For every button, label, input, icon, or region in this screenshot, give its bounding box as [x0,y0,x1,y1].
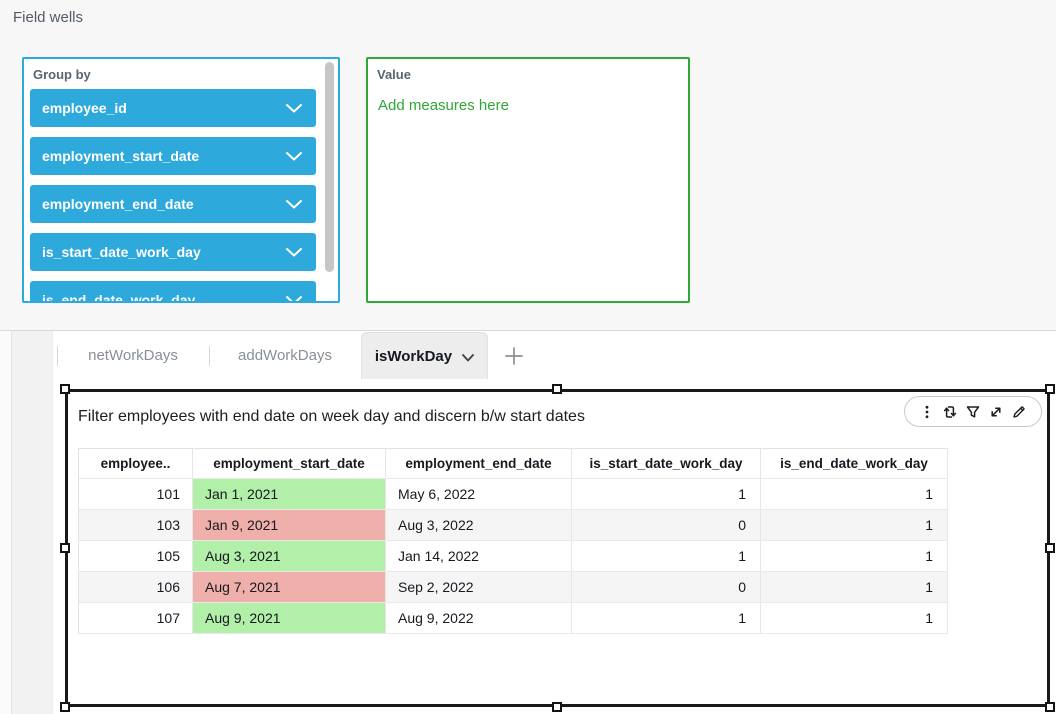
pivot-table: employee.. employment_start_date employmen… [78,448,948,634]
sheet-tabbar: netWorkDays addWorkDays isWorkDay [57,332,488,379]
table-header-row: employee.. employment_start_date employmen… [78,448,948,479]
chevron-down-icon[interactable] [286,295,302,304]
sheet-tab[interactable]: addWorkDays [209,332,361,379]
cell-end-date[interactable]: Aug 9, 2022 [385,602,572,634]
add-tab-wrap [496,332,532,379]
cell-is-end-work-day[interactable]: 1 [760,540,948,572]
field-wells-panel: Field wells Group by employee_id employm… [0,0,1056,330]
scrollbar-thumb[interactable] [325,62,334,272]
add-sheet-button[interactable] [496,332,532,379]
cell-is-end-work-day[interactable]: 1 [760,509,948,541]
cell-employee-id[interactable]: 103 [78,509,193,541]
cell-is-start-work-day[interactable]: 1 [571,540,761,572]
resize-handle-mid-right[interactable] [1045,543,1055,553]
resize-handle-bottom-right[interactable] [1045,702,1055,712]
table-row[interactable]: 101 Jan 1, 2021 May 6, 2022 1 1 [78,478,948,510]
column-header[interactable]: employment_start_date [192,448,386,479]
field-pill[interactable]: is_start_date_work_day [30,233,316,271]
cell-start-date[interactable]: Aug 3, 2021 [192,540,386,572]
cell-start-date[interactable]: Aug 9, 2021 [192,602,386,634]
sheet-tab-label: isWorkDay [374,347,453,365]
cell-is-end-work-day[interactable]: 1 [760,571,948,603]
group-by-well[interactable]: Group by employee_id employment_start_da… [22,57,340,303]
chevron-down-icon[interactable] [286,151,302,161]
cell-is-end-work-day[interactable]: 1 [760,602,948,634]
cell-employee-id[interactable]: 101 [78,478,193,510]
sheet-tab[interactable]: netWorkDays [57,332,209,379]
field-pill-label: employee_id [42,100,127,116]
field-pill-label: employment_end_date [42,196,194,212]
cell-is-start-work-day[interactable]: 1 [571,478,761,510]
field-pill-label: employment_start_date [42,148,200,164]
visual-hover-toolbar [904,396,1042,427]
field-pill[interactable]: employment_end_date [30,185,316,223]
resize-handle-bottom-center[interactable] [552,702,562,712]
cell-start-date[interactable]: Jan 1, 2021 [192,478,386,510]
cell-end-date[interactable]: May 6, 2022 [385,478,572,510]
field-pill[interactable]: employment_start_date [30,137,316,175]
cell-end-date[interactable]: Aug 3, 2022 [385,509,572,541]
resize-handle-mid-left[interactable] [60,543,70,553]
cell-is-start-work-day[interactable]: 0 [571,571,761,603]
cell-is-start-work-day[interactable]: 0 [571,509,761,541]
column-header[interactable]: employee.. [78,448,193,479]
cell-start-date[interactable]: Aug 7, 2021 [192,571,386,603]
cell-employee-id[interactable]: 106 [78,571,193,603]
panel-divider [0,330,1056,331]
filter-funnel-icon[interactable] [964,403,982,421]
field-pill[interactable]: employee_id [30,89,316,127]
field-pill-label: is_start_date_work_day [42,244,201,260]
value-label: Value [377,67,411,82]
sheet-tab-label: netWorkDays [88,347,178,364]
value-well[interactable]: Value Add measures here [366,57,690,303]
group-by-label: Group by [33,67,91,82]
resize-handle-top-left[interactable] [60,384,70,394]
chevron-down-icon[interactable] [286,199,302,209]
sheet-tab-label: addWorkDays [238,347,332,364]
cell-is-end-work-day[interactable]: 1 [760,478,948,510]
visual-title[interactable]: Filter employees with end date on week d… [78,408,585,425]
column-header[interactable]: employment_end_date [385,448,572,479]
chevron-down-icon[interactable] [462,353,475,362]
resize-handle-top-right[interactable] [1045,384,1055,394]
cell-end-date[interactable]: Jan 14, 2022 [385,540,572,572]
table-row[interactable]: 106 Aug 7, 2021 Sep 2, 2022 0 1 [78,571,948,603]
field-pill-label: is_end_date_work_day [42,292,196,303]
field-wells-title: Field wells [13,9,84,26]
kebab-menu-icon[interactable] [918,403,936,421]
table-row[interactable]: 105 Aug 3, 2021 Jan 14, 2022 1 1 [78,540,948,572]
column-header[interactable]: is_end_date_work_day [760,448,948,479]
cell-employee-id[interactable]: 107 [78,602,193,634]
cell-is-start-work-day[interactable]: 1 [571,602,761,634]
table-body: 101 Jan 1, 2021 May 6, 2022 1 1 103 Jan … [78,478,948,634]
sheet-area: netWorkDays addWorkDays isWorkDay [0,331,1056,714]
cell-employee-id[interactable]: 105 [78,540,193,572]
left-rail [0,331,12,714]
field-pill[interactable]: is_end_date_work_day [30,281,316,304]
table-row[interactable]: 107 Aug 9, 2021 Aug 9, 2022 1 1 [78,602,948,634]
chevron-down-icon[interactable] [286,103,302,113]
column-header[interactable]: is_start_date_work_day [571,448,761,479]
visual-card[interactable]: Filter employees with end date on week d… [65,389,1050,707]
resize-handle-bottom-left[interactable] [60,702,70,712]
resize-handle-top-center[interactable] [552,384,562,394]
edit-pencil-icon[interactable] [1010,403,1028,421]
swap-vertical-icon[interactable] [941,403,959,421]
table-row[interactable]: 103 Jan 9, 2021 Aug 3, 2022 0 1 [78,509,948,541]
maximize-icon[interactable] [987,403,1005,421]
group-by-field-list: employee_id employment_start_date employ… [30,89,316,304]
cell-end-date[interactable]: Sep 2, 2022 [385,571,572,603]
chevron-down-icon[interactable] [286,247,302,257]
sheet-tab[interactable]: isWorkDay [361,332,488,379]
value-empty-hint: Add measures here [378,97,509,114]
left-gutter [12,331,53,714]
plus-icon [505,346,523,365]
cell-start-date[interactable]: Jan 9, 2021 [192,509,386,541]
